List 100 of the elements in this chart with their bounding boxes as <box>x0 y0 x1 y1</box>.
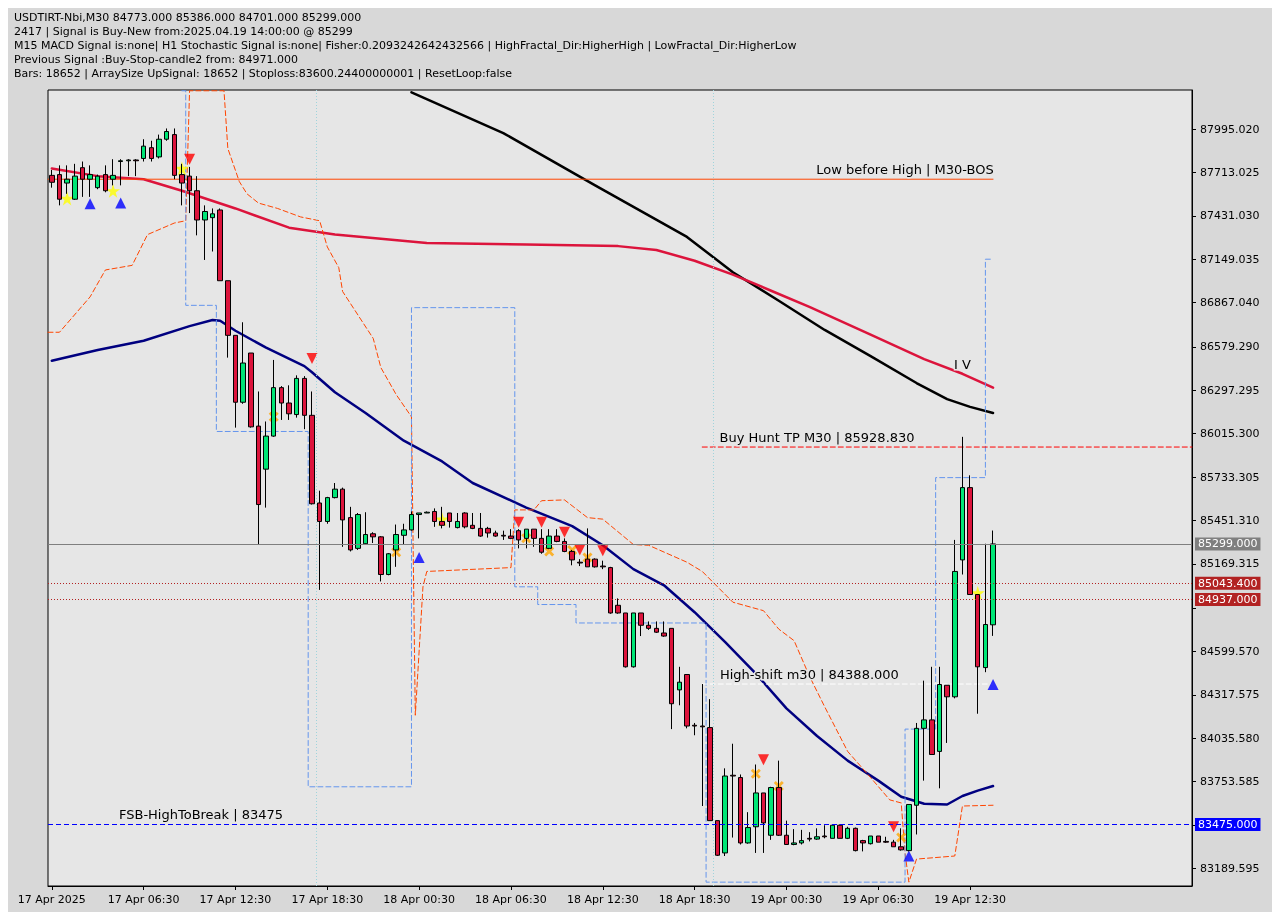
x-tick-label: 18 Apr 12:30 <box>566 893 639 906</box>
candlestick <box>309 390 315 506</box>
candlestick <box>562 537 567 553</box>
candlestick <box>876 835 881 843</box>
point <box>413 552 425 564</box>
y-tick-label: 87713.025 <box>1200 166 1260 180</box>
candlestick <box>761 792 766 854</box>
candlestick <box>355 512 361 551</box>
point <box>536 516 548 528</box>
x-tick-label: 17 Apr 2025 <box>17 893 86 906</box>
chart-title: USDTIRT-Nbi,M30 84773.000 85386.000 84701.000 85299.000 <box>14 11 362 24</box>
candlestick <box>784 820 789 845</box>
point <box>757 754 769 766</box>
candlestick <box>95 174 100 190</box>
candlestick <box>302 375 307 430</box>
candlestick <box>501 530 506 541</box>
candlestick <box>891 839 896 848</box>
candlestick <box>631 612 636 669</box>
candlestick <box>830 824 835 839</box>
candlestick <box>722 767 728 857</box>
ref-line-label: 83475.000 <box>1198 817 1258 831</box>
candlestick <box>432 507 437 528</box>
candlestick <box>156 134 162 159</box>
candlestick <box>860 839 866 852</box>
annotation: I V <box>954 356 971 372</box>
y-tick-label: 84599.570 <box>1200 645 1260 658</box>
x-tick-label: 17 Apr 06:30 <box>107 893 180 906</box>
point <box>559 526 571 538</box>
candlestick <box>64 164 70 195</box>
y-tick-label: 85733.305 <box>1200 470 1260 484</box>
candlestick <box>554 528 560 543</box>
candlestick <box>914 722 919 835</box>
candlestick <box>868 835 873 845</box>
y-tick-label: 87149.035 <box>1200 252 1260 266</box>
candlestick <box>669 627 674 730</box>
ref-line-label: 85043.400 <box>1198 576 1258 590</box>
candlestick <box>348 506 353 552</box>
candlestick <box>738 773 743 845</box>
candlestick <box>707 698 713 822</box>
y-tick-label: 86015.300 <box>1200 427 1260 441</box>
y-tick-label: 85451.310 <box>1200 513 1260 527</box>
y-tick-label: 86579.290 <box>1200 340 1260 354</box>
candlestick <box>692 722 697 736</box>
candlestick <box>967 474 973 596</box>
candlestick <box>799 829 804 845</box>
candlestick <box>853 827 858 852</box>
candlestick <box>600 560 606 570</box>
candlestick <box>118 158 123 186</box>
candlestick <box>516 528 521 549</box>
candlestick <box>623 612 628 669</box>
y-tick-label: 87431.030 <box>1200 209 1260 223</box>
point <box>513 516 525 528</box>
text: Bars: 18652 | ArraySize UpSignal: 18652 | Stoploss:83600.24400000001 | ResetLoop:false <box>14 67 513 80</box>
candlestick <box>439 506 445 529</box>
candlestick <box>531 528 537 548</box>
candlestick <box>248 352 254 429</box>
candlestick <box>141 138 146 163</box>
annotation: Buy Hunt TP M30 | 85928.830 <box>719 430 915 446</box>
candlestick <box>677 666 682 706</box>
candlestick <box>279 385 284 421</box>
point <box>306 352 318 364</box>
candlestick <box>240 321 246 405</box>
text: 2417 | Signal is Buy-New from:2025.04.19 14:00:00 @ 85299 <box>14 25 353 38</box>
candlestick <box>210 207 215 253</box>
y-tick-label: 86297.295 <box>1200 383 1260 397</box>
point <box>106 183 121 198</box>
candlestick <box>730 743 736 839</box>
candlestick <box>263 420 269 509</box>
candlestick <box>401 523 407 546</box>
x-tick-label: 19 Apr 12:30 <box>934 893 1006 906</box>
y-tick-label: 83189.595 <box>1200 861 1260 875</box>
x-tick-label: 18 Apr 06:30 <box>475 893 547 906</box>
candlestick <box>745 811 751 845</box>
candlestick <box>646 620 651 631</box>
point <box>750 768 761 779</box>
candlestick <box>455 512 460 529</box>
candlestick <box>126 158 131 177</box>
candlestick <box>386 552 391 576</box>
point <box>115 197 127 209</box>
candlestick <box>172 127 177 180</box>
candlestick <box>654 620 659 634</box>
candlestick <box>508 528 514 540</box>
point <box>987 679 999 690</box>
candlestick <box>202 204 208 261</box>
candlestick <box>164 127 169 142</box>
candlestick <box>493 530 498 538</box>
x-tick-label: 17 Apr 18:30 <box>291 893 364 906</box>
candlestick <box>684 674 690 729</box>
candlestick <box>271 359 276 438</box>
candlestick <box>883 836 889 844</box>
y-tick-label: 84035.580 <box>1200 731 1260 745</box>
candlestick <box>340 487 345 548</box>
candlestick <box>462 511 468 529</box>
point <box>84 198 96 210</box>
candlestick <box>286 384 292 421</box>
candlestick <box>585 527 590 568</box>
candlestick <box>975 594 980 715</box>
y-tick-label: 86867.040 <box>1200 296 1260 310</box>
candlestick <box>608 566 613 615</box>
candlestick <box>837 823 843 839</box>
